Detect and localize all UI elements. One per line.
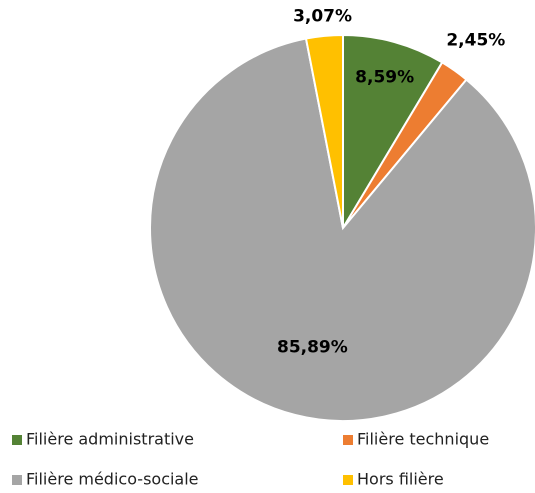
legend-label: Hors filière — [357, 470, 444, 489]
legend-swatch — [343, 435, 353, 445]
legend-label: Filière administrative — [26, 430, 194, 449]
value-label: 3,07% — [293, 7, 352, 27]
pie-slice — [304, 33, 344, 229]
value-label: 8,59% — [355, 67, 414, 87]
legend-swatch — [343, 475, 353, 485]
pie-slice — [149, 37, 535, 422]
value-label: 2,45% — [446, 31, 505, 51]
legend-swatch — [12, 435, 22, 445]
legend-swatch — [12, 475, 22, 485]
legend-label: Filière technique — [357, 430, 489, 449]
value-label: 85,89% — [277, 338, 348, 358]
pie-slice — [342, 33, 444, 232]
legend-label: Filière médico-sociale — [26, 470, 199, 489]
